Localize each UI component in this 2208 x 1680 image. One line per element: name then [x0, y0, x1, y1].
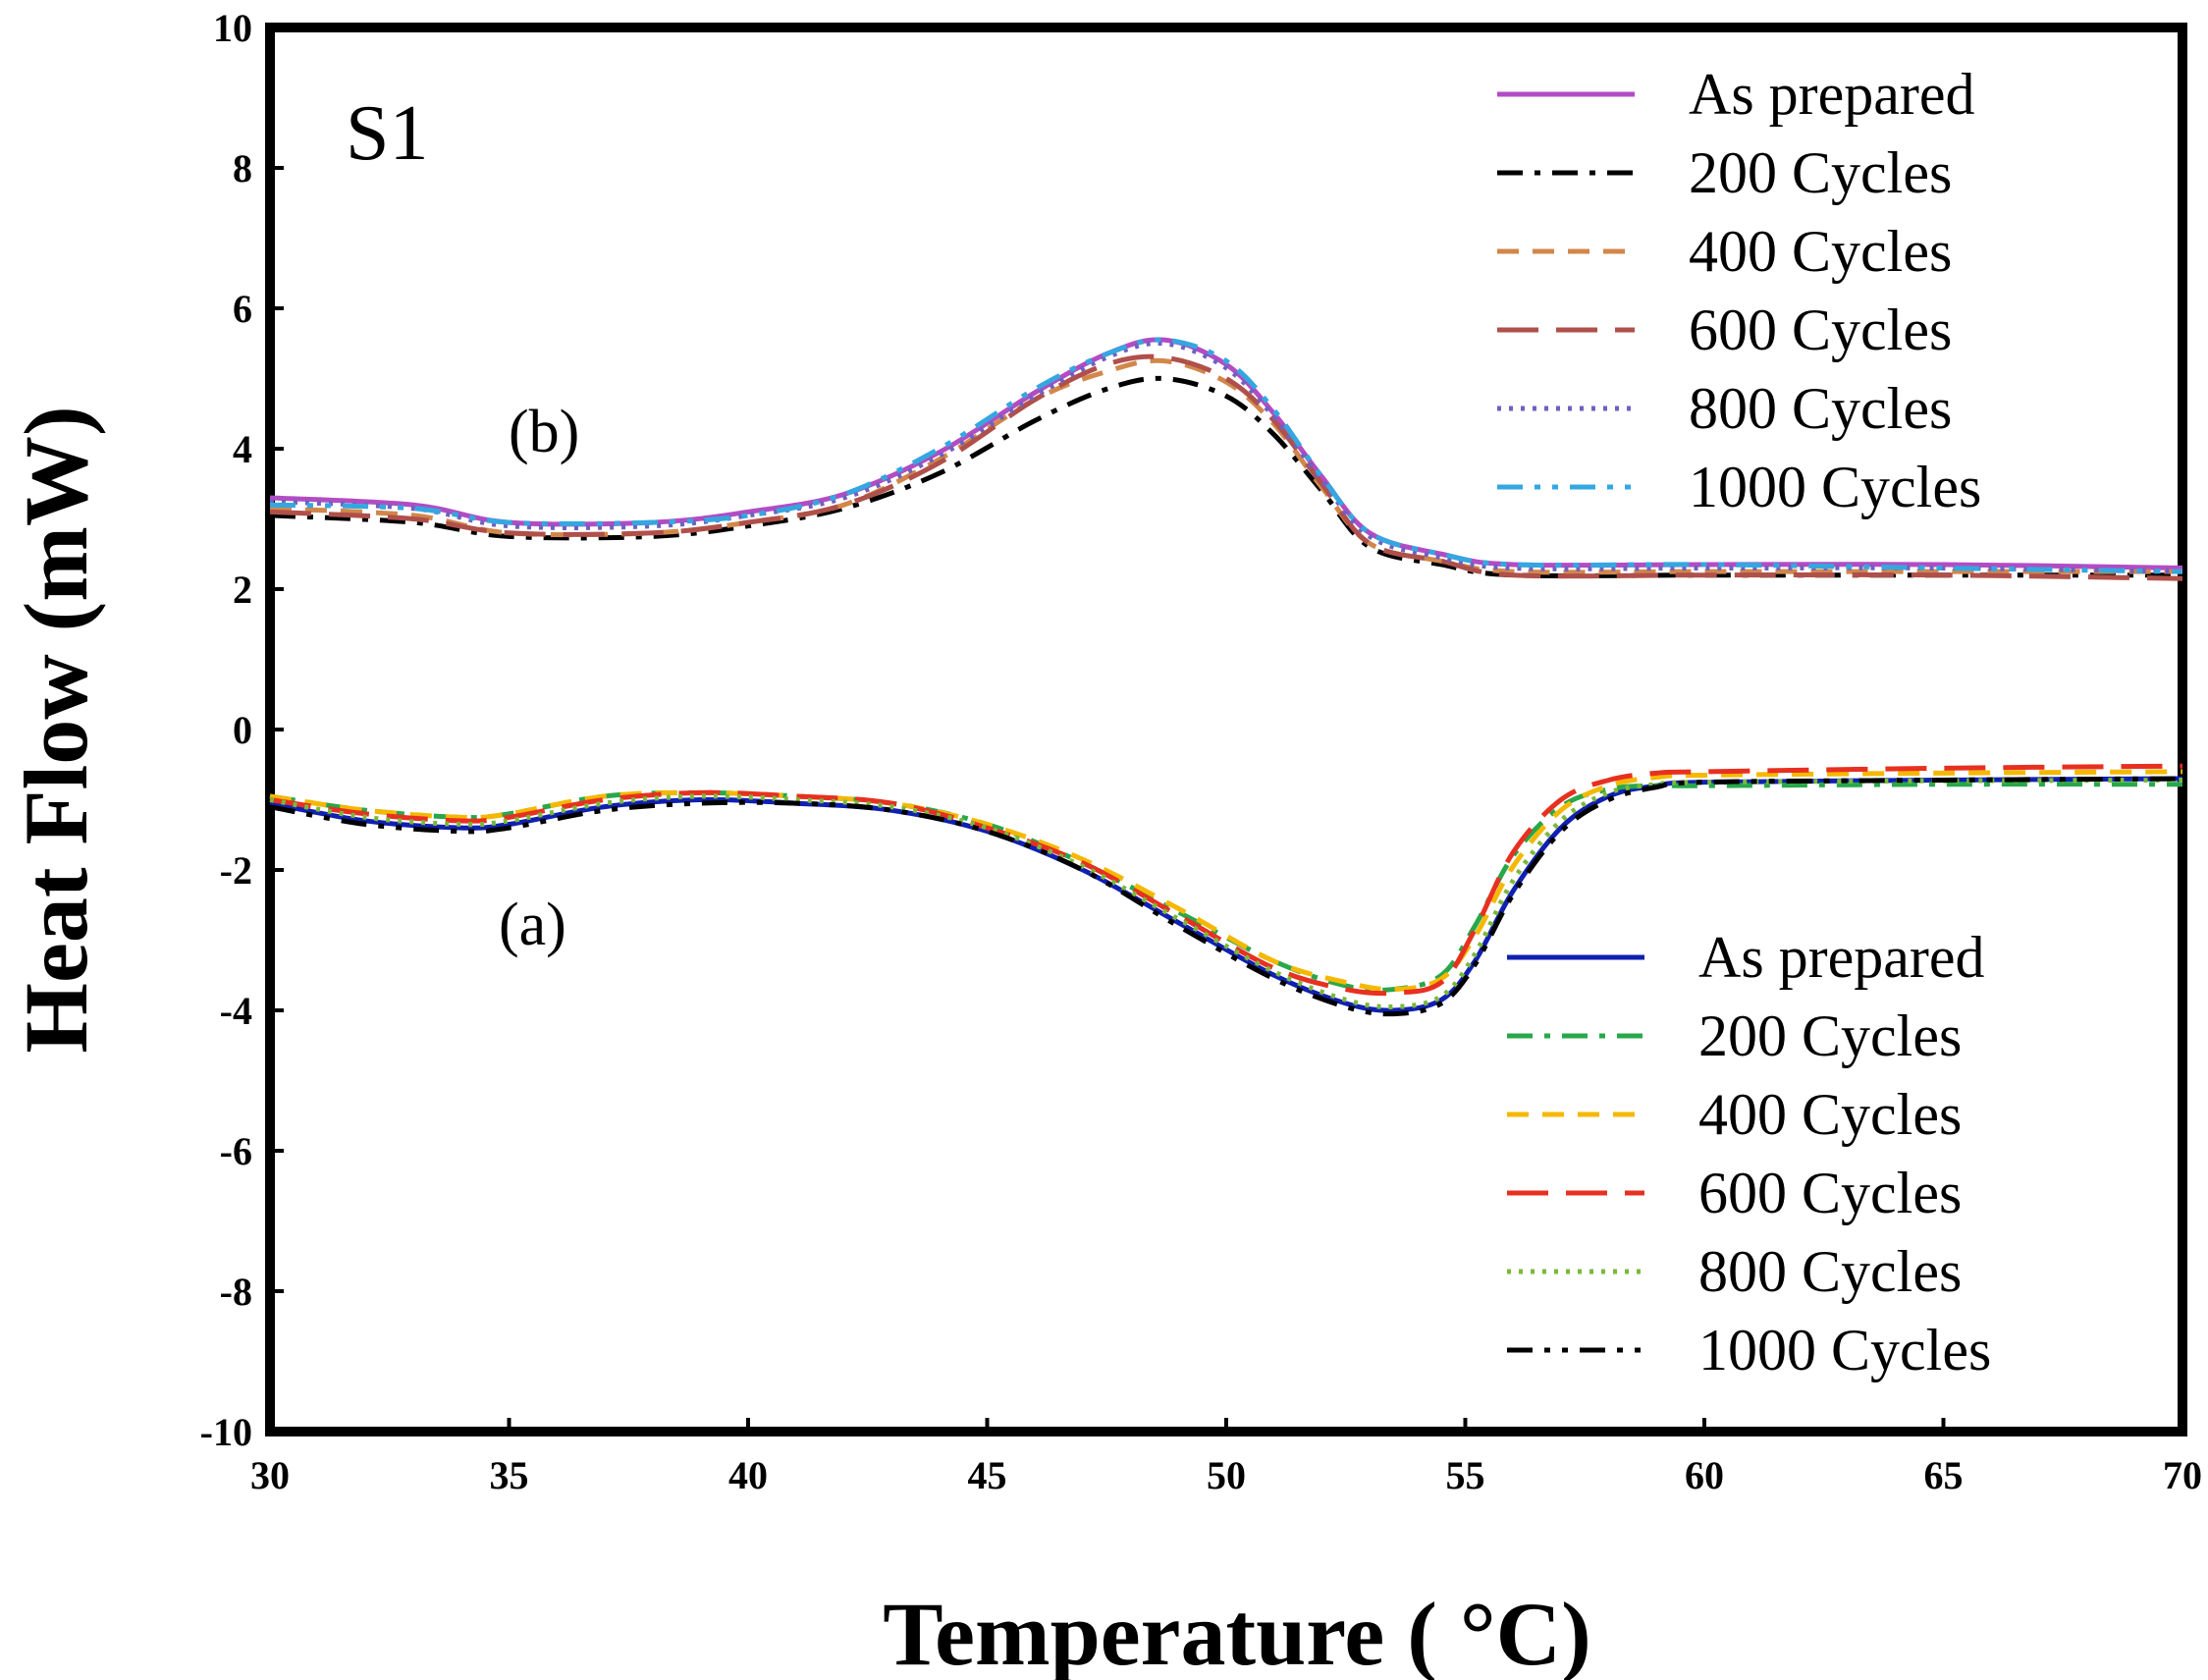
x-tick-label: 45: [968, 1453, 1007, 1497]
x-tick-label: 70: [2163, 1453, 2202, 1497]
series-line-b-600-cycles: [269, 353, 2183, 581]
x-tick-label: 35: [490, 1453, 529, 1497]
y-tick-label: -8: [220, 1270, 252, 1314]
x-tick-label: 65: [1924, 1453, 1964, 1497]
legend-label: 400 Cycles: [1698, 1082, 1962, 1147]
legend-heating: As prepared 200 Cycles 400 Cycles 600 Cycle…: [1497, 62, 1981, 519]
x-tick-label: 30: [250, 1453, 290, 1497]
legend-label: 200 Cycles: [1698, 1003, 1962, 1068]
y-tick-label: -6: [220, 1129, 252, 1173]
y-tick-label: 6: [233, 287, 252, 331]
x-axis-ticks: 30 35 40 45 50 55 60 65 70: [250, 1418, 2202, 1497]
y-tick-label: -4: [220, 989, 252, 1033]
y-tick-label: 4: [233, 427, 252, 471]
x-axis-title: Temperature ( °C): [883, 1584, 1591, 1680]
series-line-a-400-cycles: [269, 769, 2183, 993]
x-tick-label: 40: [728, 1453, 768, 1497]
sample-label: S1: [346, 90, 429, 177]
y-tick-label: 0: [233, 708, 252, 752]
legend-label: As prepared: [1698, 925, 1985, 990]
series-line-b-1000-cycles: [269, 337, 2183, 574]
legend-label: 1000 Cycles: [1689, 455, 1981, 519]
series-line-a-1000-cycles: [269, 776, 2183, 1017]
series-layer: [269, 337, 2183, 1017]
x-tick-label: 55: [1446, 1453, 1485, 1497]
legend-label: 600 Cycles: [1698, 1161, 1962, 1225]
y-tick-label: -10: [200, 1410, 252, 1454]
x-tick-label: 60: [1685, 1453, 1724, 1497]
y-axis-ticks: 10 8 6 4 2 0 -2 -4 -6 -8 -10: [200, 6, 284, 1454]
panel-label-b: (b): [509, 399, 579, 465]
legend-label: 400 Cycles: [1689, 219, 1952, 284]
legend-label: 800 Cycles: [1689, 376, 1952, 441]
legend-label: 1000 Cycles: [1698, 1318, 1991, 1382]
series-line-b-400-cycles: [269, 357, 2183, 575]
panel-label-a: (a): [499, 892, 566, 958]
legend-label: 800 Cycles: [1698, 1239, 1962, 1304]
y-axis-title: Heat Flow (mW): [6, 406, 106, 1053]
legend-label: 200 Cycles: [1689, 140, 1952, 205]
x-tick-label: 50: [1207, 1453, 1246, 1497]
legend-cooling: As prepared 200 Cycles 400 Cycles 600 Cycle…: [1507, 925, 1991, 1382]
y-tick-label: -2: [220, 848, 252, 893]
legend-label: 600 Cycles: [1689, 298, 1952, 362]
legend-label: As prepared: [1689, 62, 1975, 127]
y-tick-label: 8: [233, 146, 252, 190]
y-tick-label: 10: [213, 6, 252, 50]
series-line-a-600-cycles: [269, 763, 2183, 997]
y-tick-label: 2: [233, 568, 252, 612]
